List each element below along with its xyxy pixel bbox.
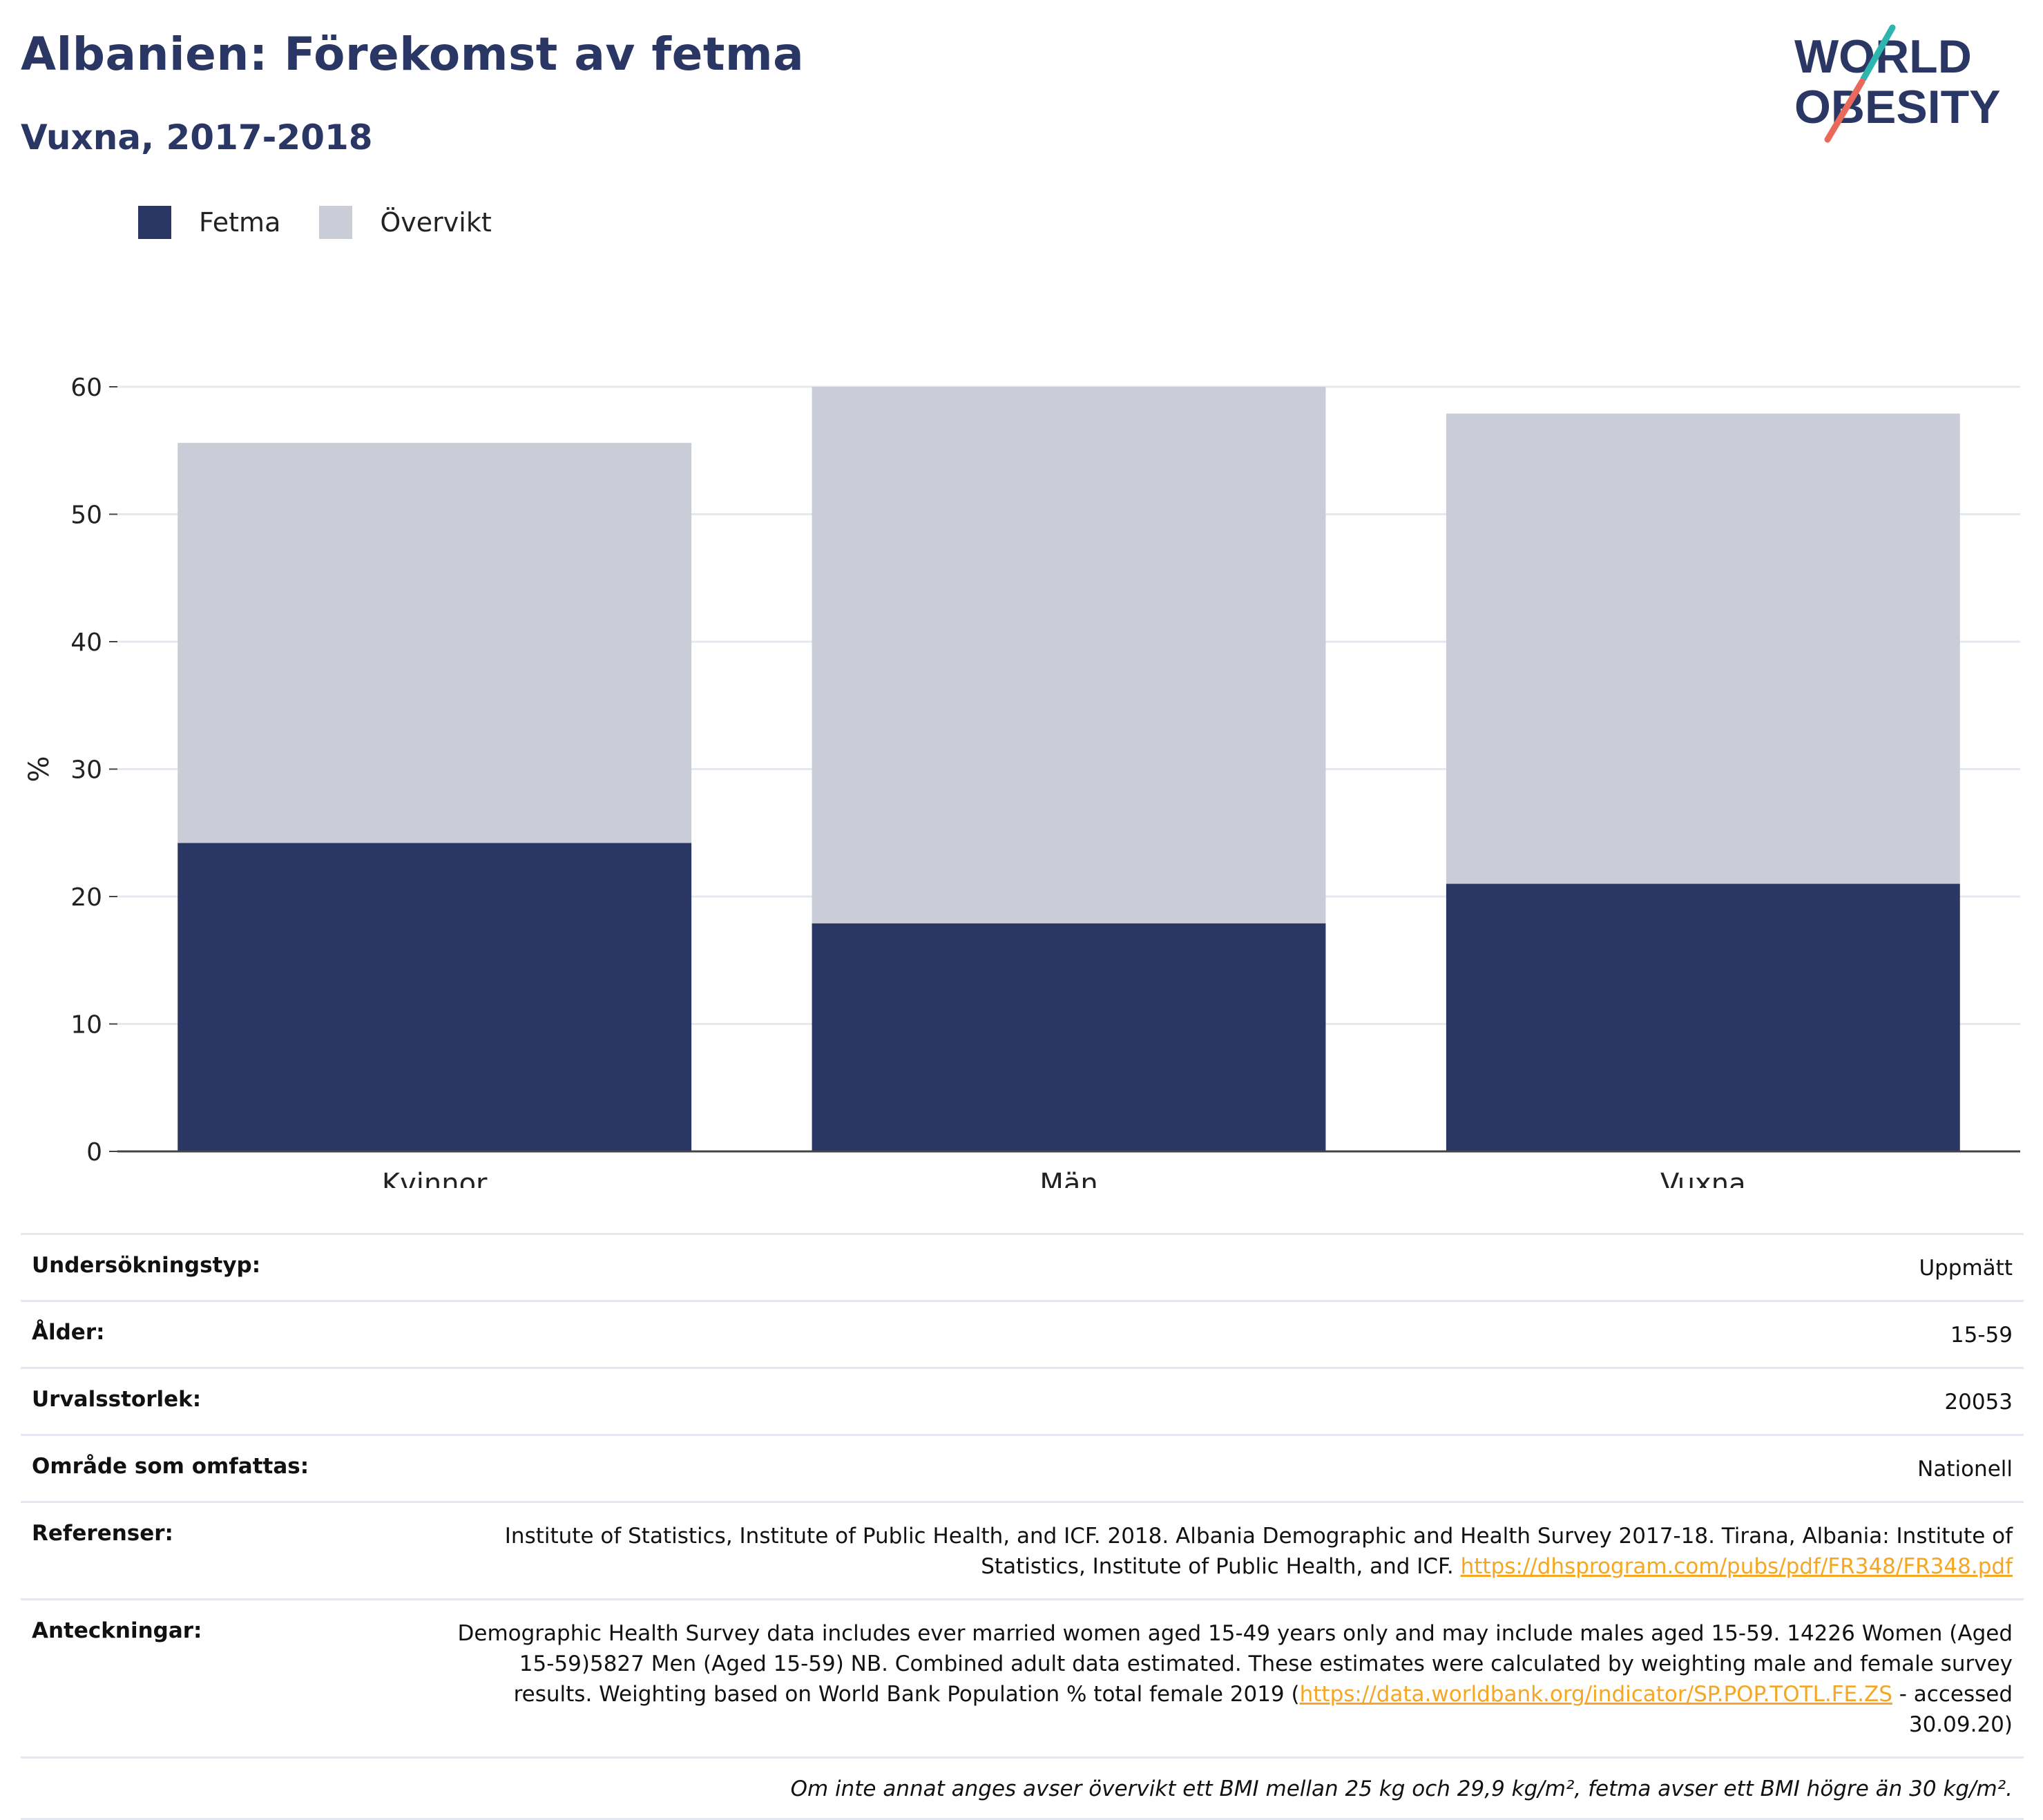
info-value: Institute of Statistics, Institute of Pu… bbox=[446, 1521, 2013, 1582]
notes-text-end: - accessed 30.09.20) bbox=[1892, 1682, 2013, 1737]
page-title: Albanien: Förekomst av fetma bbox=[21, 28, 805, 81]
info-row-notes: Anteckningar: Demographic Health Survey … bbox=[21, 1598, 2024, 1756]
x-tick-label: Kvinnor bbox=[382, 1168, 488, 1188]
bar-vervikt-0[interactable] bbox=[178, 443, 692, 843]
logo-teal-stroke bbox=[1860, 24, 1896, 82]
legend-swatch-overvikt bbox=[319, 206, 353, 239]
y-tick-label: 10 bbox=[70, 1011, 102, 1040]
page-subtitle: Vuxna, 2017-2018 bbox=[21, 117, 373, 157]
info-value: 15-59 bbox=[1950, 1323, 2013, 1348]
legend-label-overvikt: Övervikt bbox=[380, 207, 492, 238]
info-label: Ålder: bbox=[32, 1320, 105, 1345]
y-tick-label: 50 bbox=[70, 501, 102, 530]
info-row-survey-type: Undersökningstyp: Uppmätt bbox=[21, 1233, 2024, 1300]
info-label: Anteckningar: bbox=[32, 1618, 202, 1643]
bar-vervikt-1[interactable] bbox=[812, 387, 1326, 923]
y-tick-label: 0 bbox=[86, 1138, 102, 1167]
info-value: Nationell bbox=[1917, 1457, 2013, 1482]
info-label: Referenser: bbox=[32, 1521, 173, 1546]
bar-fetma-0[interactable] bbox=[178, 843, 692, 1151]
bar-fetma-1[interactable] bbox=[812, 923, 1326, 1151]
info-label: Område som omfattas: bbox=[32, 1454, 309, 1479]
y-axis-label: % bbox=[23, 756, 55, 782]
info-row-age: Ålder: 15-59 bbox=[21, 1300, 2024, 1367]
info-value: Demographic Health Survey data includes … bbox=[446, 1618, 2013, 1740]
y-tick-label: 30 bbox=[70, 756, 102, 785]
info-row-area: Område som omfattas: Nationell bbox=[21, 1434, 2024, 1501]
info-table: Undersökningstyp: Uppmätt Ålder: 15-59 U… bbox=[21, 1233, 2024, 1820]
logo-line2: OBESITY bbox=[1794, 81, 2001, 133]
y-tick-label: 20 bbox=[70, 883, 102, 912]
references-text: Institute of Statistics, Institute of Pu… bbox=[504, 1524, 2013, 1579]
info-value: 20053 bbox=[1944, 1390, 2013, 1415]
y-tick-label: 60 bbox=[70, 374, 102, 402]
info-row-sample-size: Urvalsstorlek: 20053 bbox=[21, 1367, 2024, 1434]
notes-link[interactable]: https://data.worldbank.org/indicator/SP.… bbox=[1299, 1682, 1892, 1707]
legend-swatch-fetma bbox=[138, 206, 171, 239]
world-obesity-logo: WORLD OBESITY bbox=[1794, 24, 2001, 143]
info-row-footnote: Om inte annat anges avser övervikt ett B… bbox=[21, 1756, 2024, 1820]
bar-vervikt-2[interactable] bbox=[1446, 413, 1960, 884]
legend-item-fetma[interactable]: Fetma bbox=[138, 206, 280, 239]
info-label: Urvalsstorlek: bbox=[32, 1387, 202, 1412]
info-value: Uppmätt bbox=[1919, 1256, 2013, 1281]
y-tick-label: 40 bbox=[70, 629, 102, 657]
chart-legend: Fetma Övervikt bbox=[138, 204, 530, 241]
x-tick-label: Män bbox=[1039, 1168, 1097, 1188]
info-row-references: Referenser: Institute of Statistics, Ins… bbox=[21, 1501, 2024, 1598]
legend-label-fetma: Fetma bbox=[199, 207, 281, 238]
references-link[interactable]: https://dhsprogram.com/pubs/pdf/FR348/FR… bbox=[1460, 1554, 2013, 1579]
logo-coral-stroke bbox=[1824, 78, 1865, 143]
legend-item-overvikt[interactable]: Övervikt bbox=[319, 206, 492, 239]
info-label: Undersökningstyp: bbox=[32, 1253, 261, 1278]
notes-text: Demographic Health Survey data includes … bbox=[457, 1621, 2013, 1707]
footnote: Om inte annat anges avser övervikt ett B… bbox=[790, 1776, 2013, 1801]
stacked-bar-chart: 0 10 20 30 40 50 60% Kvinnor Män Vuxna bbox=[23, 374, 2020, 1188]
x-tick-label: Vuxna bbox=[1660, 1168, 1746, 1188]
bar-fetma-2[interactable] bbox=[1446, 883, 1960, 1151]
